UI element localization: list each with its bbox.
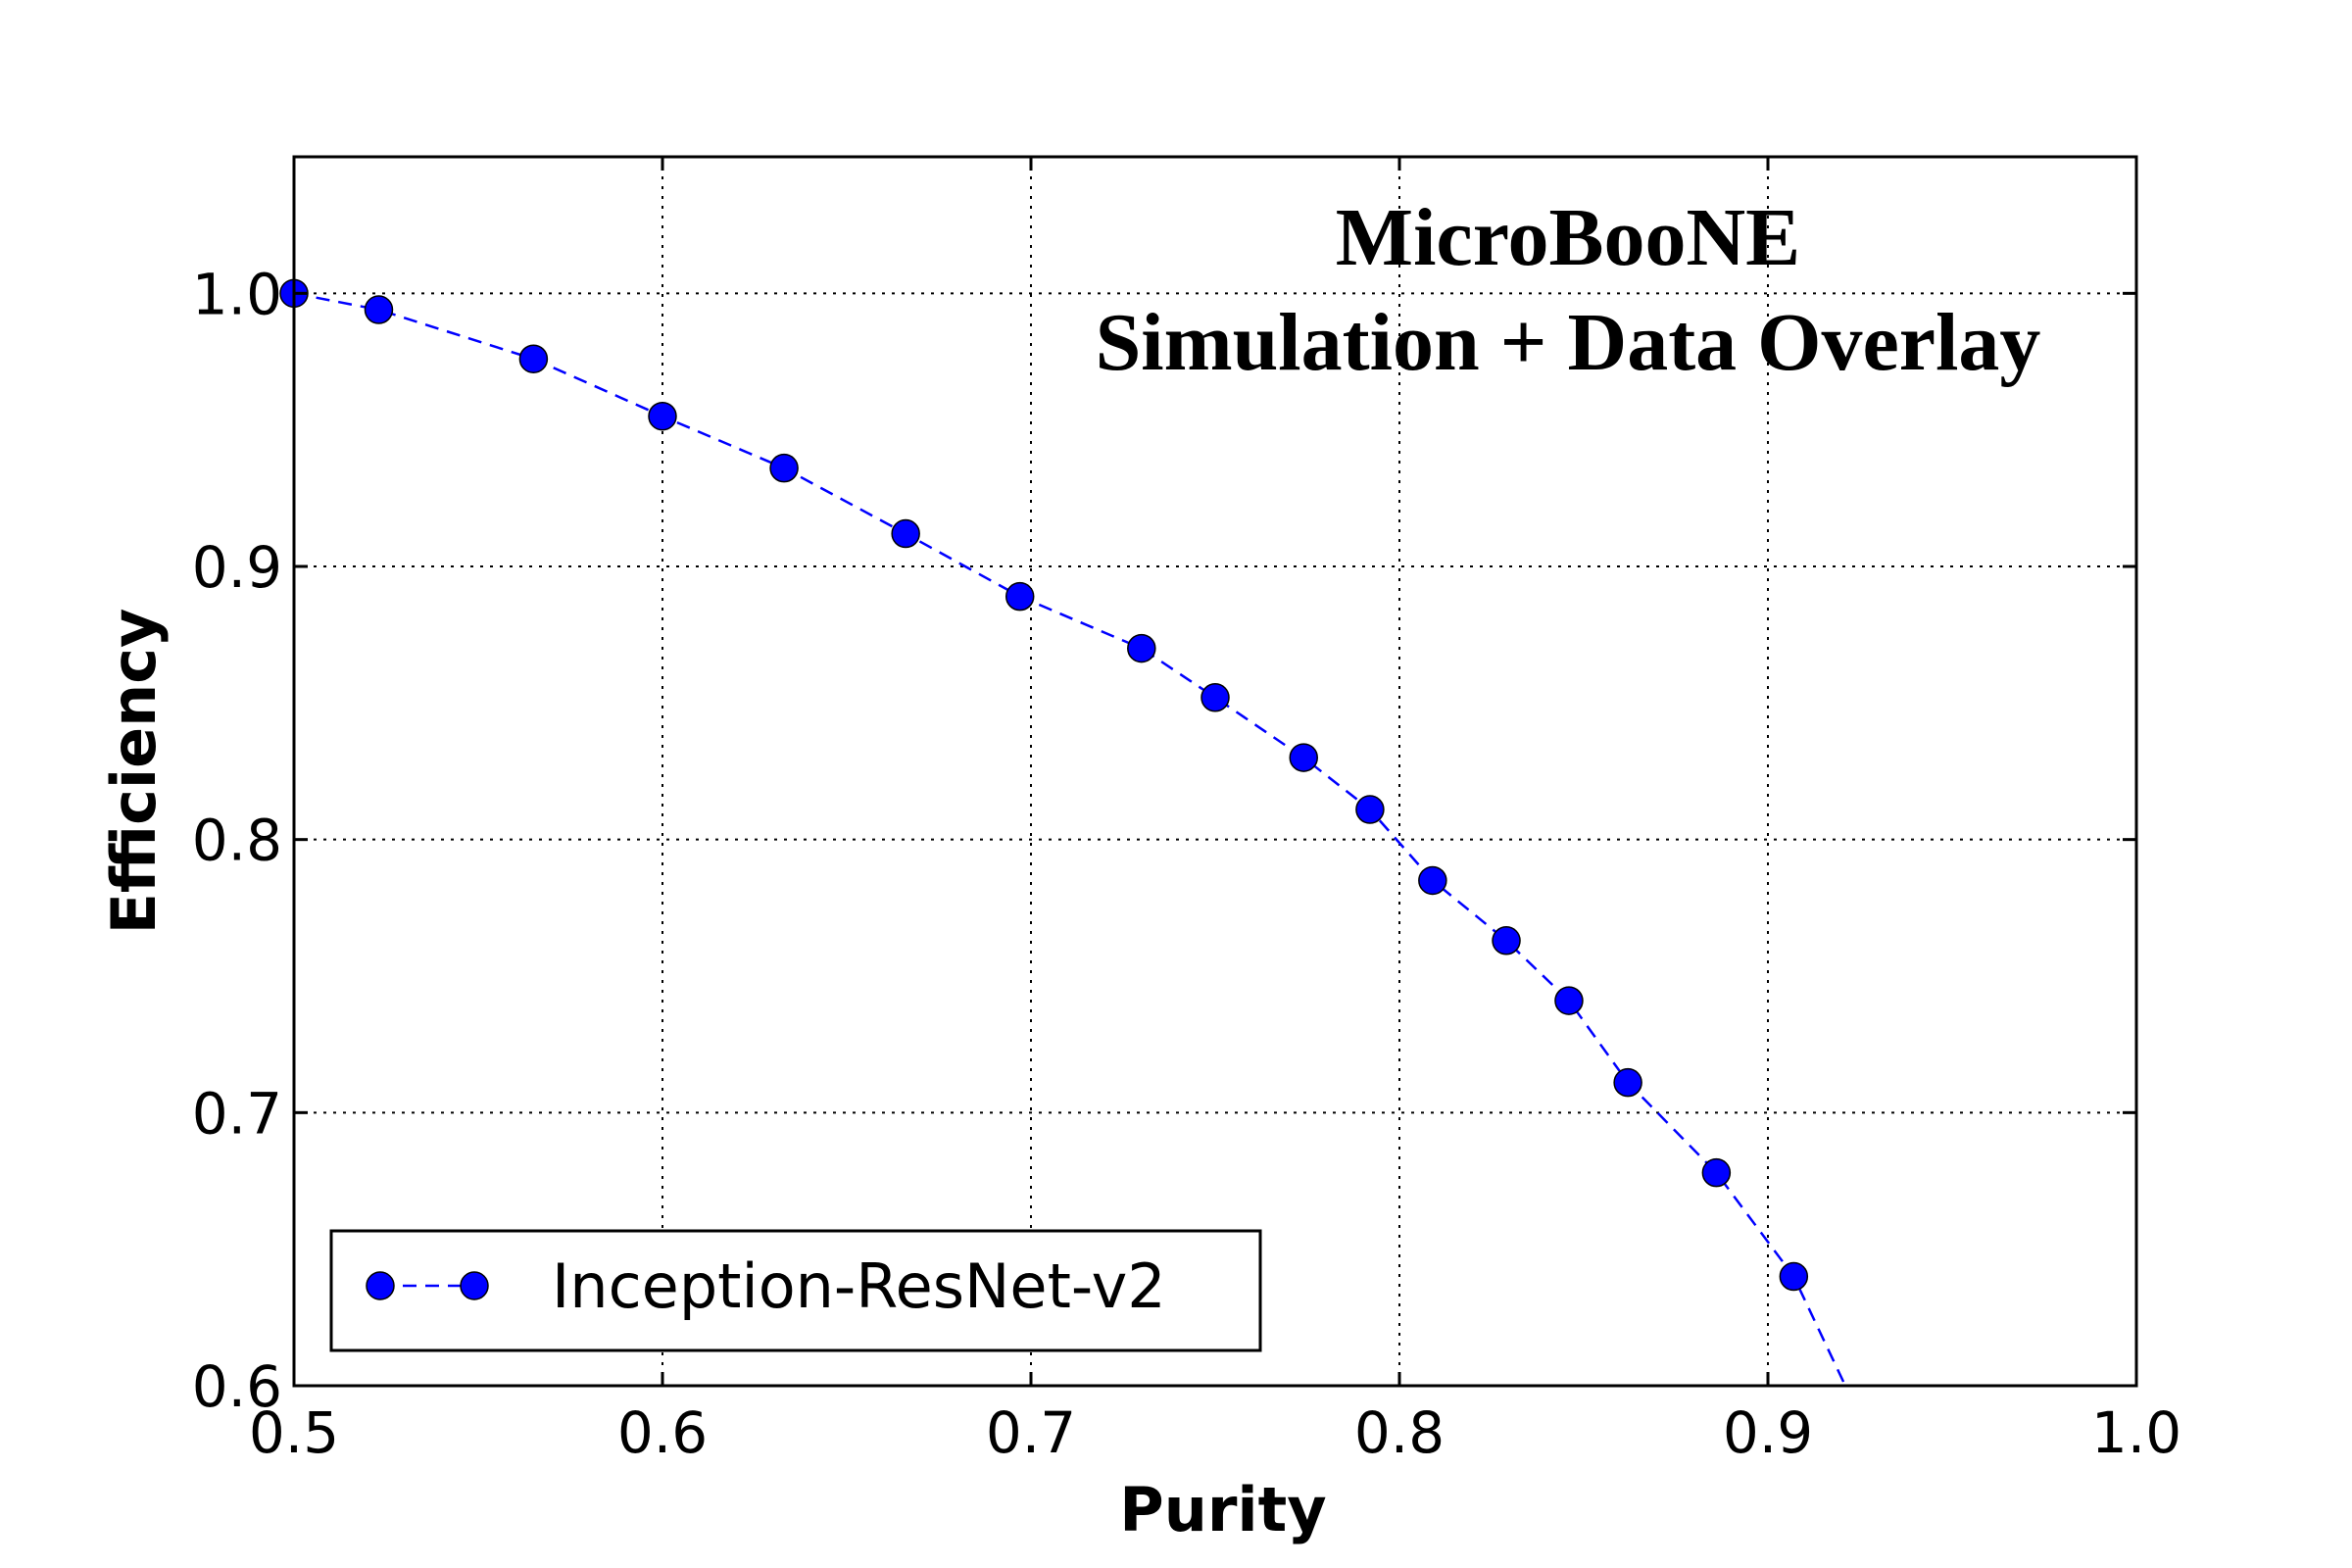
- y-tick-label: 1.0: [192, 261, 282, 327]
- annotation-line-2: Simulation + Data Overlay: [1096, 297, 2041, 388]
- legend-marker: [460, 1271, 489, 1300]
- data-point: [1418, 865, 1447, 896]
- x-tick-label: 0.9: [1723, 1399, 1813, 1466]
- y-axis-title: Efficiency: [98, 609, 170, 935]
- data-point: [1355, 795, 1385, 824]
- data-point: [769, 453, 799, 483]
- data-point: [1004, 581, 1035, 612]
- x-tick-label: 1.0: [2091, 1399, 2181, 1466]
- data-point: [518, 344, 549, 373]
- data-point: [1779, 1261, 1809, 1292]
- y-tick-label: 0.7: [192, 1080, 282, 1147]
- annotation-line-1: MicroBooNE: [1336, 192, 1800, 283]
- data-point: [1200, 683, 1230, 712]
- series-line: [293, 292, 1847, 1387]
- data-point: [1127, 633, 1156, 663]
- legend: Inception-ResNet-v2: [329, 1229, 1262, 1352]
- data-point: [1613, 1067, 1642, 1098]
- data-point: [1289, 743, 1318, 772]
- x-axis-title: Purity: [1119, 1474, 1326, 1545]
- y-tick-label: 0.8: [192, 808, 282, 874]
- plot-frame: [292, 155, 2138, 1388]
- data-point: [648, 401, 677, 431]
- x-tick-label: 0.6: [617, 1399, 708, 1466]
- grid: [294, 157, 2136, 1386]
- data-point: [891, 518, 920, 549]
- x-tick-label: 0.5: [249, 1399, 339, 1466]
- y-tick-label: 0.9: [192, 534, 282, 601]
- axis-ticks: 0.5 0.6 0.7 0.8 0.9 1.00.60.70.80.91.0: [192, 157, 2181, 1466]
- data-point: [1492, 926, 1521, 956]
- data-series: [279, 278, 1847, 1387]
- data-point: [1554, 986, 1584, 1015]
- legend-marker: [366, 1271, 395, 1300]
- data-point: [364, 295, 394, 324]
- y-tick-label: 0.6: [192, 1353, 282, 1420]
- x-tick-label: 0.8: [1354, 1399, 1445, 1466]
- x-tick-label: 0.7: [986, 1399, 1076, 1466]
- data-point: [1701, 1157, 1732, 1188]
- legend-label: Inception-ResNet-v2: [552, 1250, 1166, 1322]
